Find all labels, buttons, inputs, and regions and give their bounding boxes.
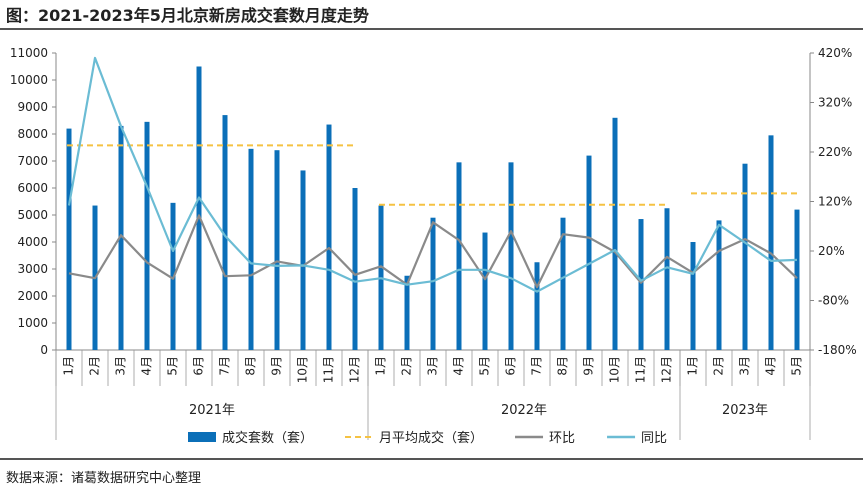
y-tick-label-left: 4000 <box>17 235 48 249</box>
x-tick-label: 11月 <box>634 356 648 383</box>
y-tick-label-left: 7000 <box>17 154 48 168</box>
chart: 0 1000 2000 3000 4000 5000 6000 7000 8000 9000 100… <box>10 46 857 446</box>
x-tick-label: 9月 <box>582 356 596 376</box>
bar <box>638 219 644 350</box>
y-tick-label-left: 0 <box>40 343 48 357</box>
x-tick-label: 9月 <box>270 356 284 376</box>
year-label: 2022年 <box>501 403 547 418</box>
year-label: 2023年 <box>722 403 768 418</box>
bar <box>482 232 488 350</box>
bar <box>352 188 358 350</box>
y-tick-label-right: 20% <box>818 244 845 258</box>
y-tick-label-left: 10000 <box>10 73 48 87</box>
bar <box>274 150 280 350</box>
bar <box>716 220 722 350</box>
bar <box>456 162 462 350</box>
legend-label: 月平均成交（套） <box>379 430 483 446</box>
y-tick-label-left: 3000 <box>17 262 48 276</box>
x-tick-label: 1月 <box>686 356 700 376</box>
x-tick-label: 2月 <box>712 356 726 376</box>
bar <box>560 217 566 350</box>
x-tick-label: 4月 <box>764 356 778 376</box>
bar <box>794 209 800 350</box>
bar <box>404 275 410 350</box>
bar <box>222 115 228 350</box>
y-tick-label-left: 9000 <box>17 100 48 114</box>
x-tick-label: 12月 <box>348 356 362 383</box>
bar <box>66 128 72 350</box>
legend-label: 成交套数（套） <box>222 430 313 446</box>
y-tick-label-left: 11000 <box>10 46 48 60</box>
x-tick-label: 12月 <box>660 356 674 383</box>
mom-line <box>68 214 798 289</box>
bar <box>196 66 202 350</box>
bar <box>742 163 748 350</box>
year-label: 2021年 <box>189 403 235 418</box>
x-tick-label: 2月 <box>400 356 414 376</box>
bar <box>300 170 306 350</box>
x-tick-label: 11月 <box>322 356 336 383</box>
bar <box>508 162 514 350</box>
y-tick-label-right: 120% <box>818 195 852 209</box>
bar <box>326 124 332 350</box>
x-tick-label: 4月 <box>452 356 466 376</box>
legend-label: 同比 <box>641 431 667 446</box>
top-rule <box>0 28 863 30</box>
bar <box>144 121 150 350</box>
y-tick-label-left: 6000 <box>17 181 48 195</box>
x-tick-label: 1月 <box>374 356 388 376</box>
x-tick-label: 1月 <box>62 356 76 376</box>
x-tick-label: 3月 <box>114 356 128 376</box>
x-tick-label: 3月 <box>738 356 752 376</box>
x-tick-label: 6月 <box>504 356 518 376</box>
bar <box>118 125 124 351</box>
y-tick-label-right: 420% <box>818 46 852 60</box>
bar <box>534 262 540 350</box>
x-tick-label: 5月 <box>478 356 492 376</box>
bar <box>612 117 618 350</box>
y-tick-label-right: 320% <box>818 96 852 110</box>
x-tick-label: 10月 <box>608 356 622 383</box>
y-tick-label-right: -80% <box>818 294 849 308</box>
x-tick-label: 3月 <box>426 356 440 376</box>
y-tick-label-left: 8000 <box>17 127 48 141</box>
x-tick-label: 6月 <box>192 356 206 376</box>
x-tick-label: 5月 <box>166 356 180 376</box>
legend-label: 环比 <box>549 431 575 446</box>
x-tick-label: 2月 <box>88 356 102 376</box>
chart-title: 图：2021-2023年5月北京新房成交套数月度走势 <box>6 6 369 25</box>
x-tick-label: 10月 <box>296 356 310 383</box>
y-tick-label-left: 1000 <box>17 316 48 330</box>
bar <box>586 155 592 350</box>
y-tick-label-left: 5000 <box>17 208 48 222</box>
x-tick-label: 8月 <box>556 356 570 376</box>
bottom-rule <box>0 458 863 460</box>
x-tick-label: 5月 <box>790 356 804 376</box>
x-tick-label: 4月 <box>140 356 154 376</box>
y-tick-label-right: -180% <box>818 343 857 357</box>
bar <box>248 148 254 350</box>
legend-swatch <box>188 432 216 442</box>
y-tick-label-left: 2000 <box>17 289 48 303</box>
yoy-line <box>67 56 798 293</box>
y-tick-label-right: 220% <box>818 145 852 159</box>
bar <box>768 135 774 350</box>
x-tick-label: 7月 <box>218 356 232 376</box>
x-tick-label: 7月 <box>530 356 544 376</box>
x-tick-label: 8月 <box>244 356 258 376</box>
source-note: 数据来源：诸葛数据研究中心整理 <box>6 471 202 486</box>
bar <box>690 242 696 350</box>
bar <box>664 208 670 350</box>
bar <box>430 217 436 350</box>
